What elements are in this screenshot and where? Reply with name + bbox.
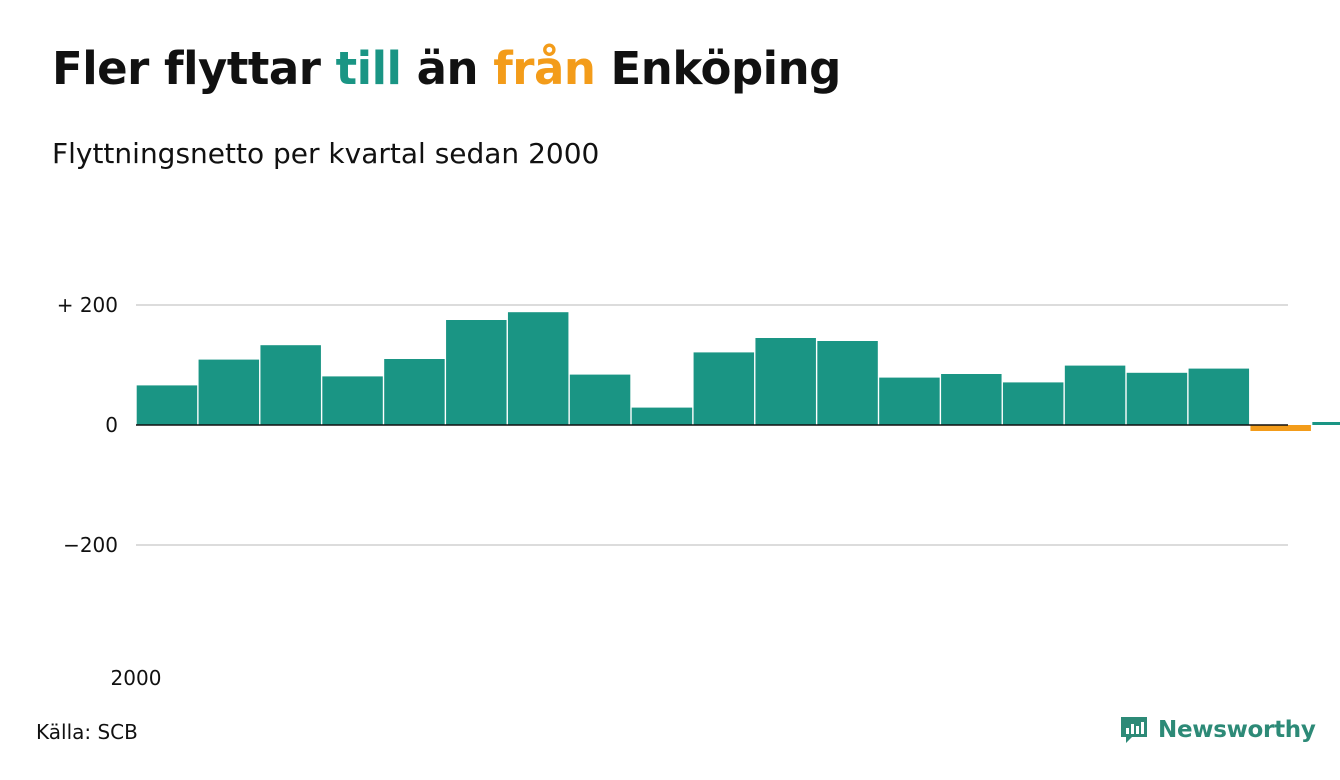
chart-title: Fler flyttar till än från Enköping [52,42,841,95]
data-bar [322,376,383,425]
title-part-2: än [401,42,494,95]
title-highlight-fran: från [493,42,596,95]
chart-subtitle: Flyttningsnetto per kvartal sedan 2000 [52,137,600,170]
data-bar [879,377,940,425]
x-tick-label: 2000 [111,666,162,690]
data-bar [755,338,816,425]
data-bar [941,374,1002,425]
newsworthy-logo: Newsworthy [1118,714,1316,746]
data-bar [384,359,445,425]
title-part-3: Enköping [595,42,842,95]
y-tick-label: + 200 [57,293,118,317]
data-bar [1064,365,1126,425]
data-bar [1312,422,1340,425]
y-tick-label: 0 [105,413,118,437]
data-bar [260,345,321,425]
data-bar [569,374,631,425]
data-bar [631,407,693,425]
data-bar [507,312,569,425]
data-bar [1250,425,1311,431]
data-bar [198,359,260,425]
data-bar [1002,382,1064,425]
y-tick-label: −200 [63,533,118,557]
title-part-1: Fler flyttar [52,42,336,95]
title-highlight-till: till [335,42,402,95]
data-bar [446,320,507,425]
bar-chart: + 2000−20020002005201020152020 [57,293,1340,690]
source-note: Källa: SCB [36,720,138,744]
bar-chart-speech-bubble-icon [1121,717,1147,743]
data-bar [1126,372,1188,425]
data-bar [1188,368,1250,425]
data-bar [136,385,198,425]
data-bar [817,341,878,425]
brand-name: Newsworthy [1158,717,1316,743]
data-bar [693,352,755,425]
